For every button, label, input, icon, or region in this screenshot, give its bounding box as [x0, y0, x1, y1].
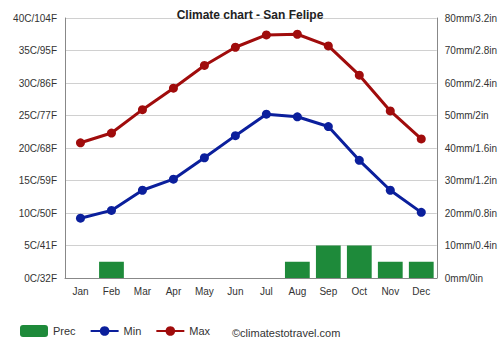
svg-text:5C/41F: 5C/41F	[24, 240, 57, 251]
svg-text:30mm/1.2in: 30mm/1.2in	[445, 175, 497, 186]
svg-text:Climate chart - San Felipe: Climate chart - San Felipe	[177, 8, 324, 22]
svg-text:Oct: Oct	[352, 286, 368, 297]
svg-text:Nov: Nov	[381, 286, 399, 297]
svg-text:Sep: Sep	[319, 286, 337, 297]
svg-text:Aug: Aug	[288, 286, 306, 297]
svg-text:30C/86F: 30C/86F	[19, 78, 57, 89]
svg-text:0C/32F: 0C/32F	[24, 273, 57, 284]
svg-text:Mar: Mar	[134, 286, 152, 297]
svg-text:0mm/0in: 0mm/0in	[445, 273, 483, 284]
svg-text:50mm/2in: 50mm/2in	[445, 110, 489, 121]
svg-text:25C/77F: 25C/77F	[19, 110, 57, 121]
svg-text:20mm/0.8in: 20mm/0.8in	[445, 208, 497, 219]
svg-text:10C/50F: 10C/50F	[19, 208, 57, 219]
svg-text:Apr: Apr	[166, 286, 182, 297]
svg-text:15C/59F: 15C/59F	[19, 175, 57, 186]
svg-text:40mm/1.6in: 40mm/1.6in	[445, 143, 497, 154]
svg-text:May: May	[195, 286, 214, 297]
svg-text:35C/95F: 35C/95F	[19, 45, 57, 56]
svg-text:Min: Min	[124, 325, 142, 337]
svg-text:80mm/3.2in: 80mm/3.2in	[445, 13, 497, 24]
svg-text:Max: Max	[189, 325, 210, 337]
svg-text:10mm/0.4in: 10mm/0.4in	[445, 240, 497, 251]
svg-text:60mm/2.4in: 60mm/2.4in	[445, 78, 497, 89]
svg-text:70mm/2.8in: 70mm/2.8in	[445, 45, 497, 56]
svg-text:40C/104F: 40C/104F	[13, 13, 57, 24]
svg-text:Dec: Dec	[412, 286, 430, 297]
svg-text:Jan: Jan	[72, 286, 88, 297]
svg-text:Jun: Jun	[227, 286, 243, 297]
svg-text:Jul: Jul	[260, 286, 273, 297]
svg-text:20C/68F: 20C/68F	[19, 143, 57, 154]
svg-text:©climatestotravel.com: ©climatestotravel.com	[232, 327, 340, 339]
svg-text:Feb: Feb	[103, 286, 121, 297]
svg-text:Prec: Prec	[53, 325, 76, 337]
